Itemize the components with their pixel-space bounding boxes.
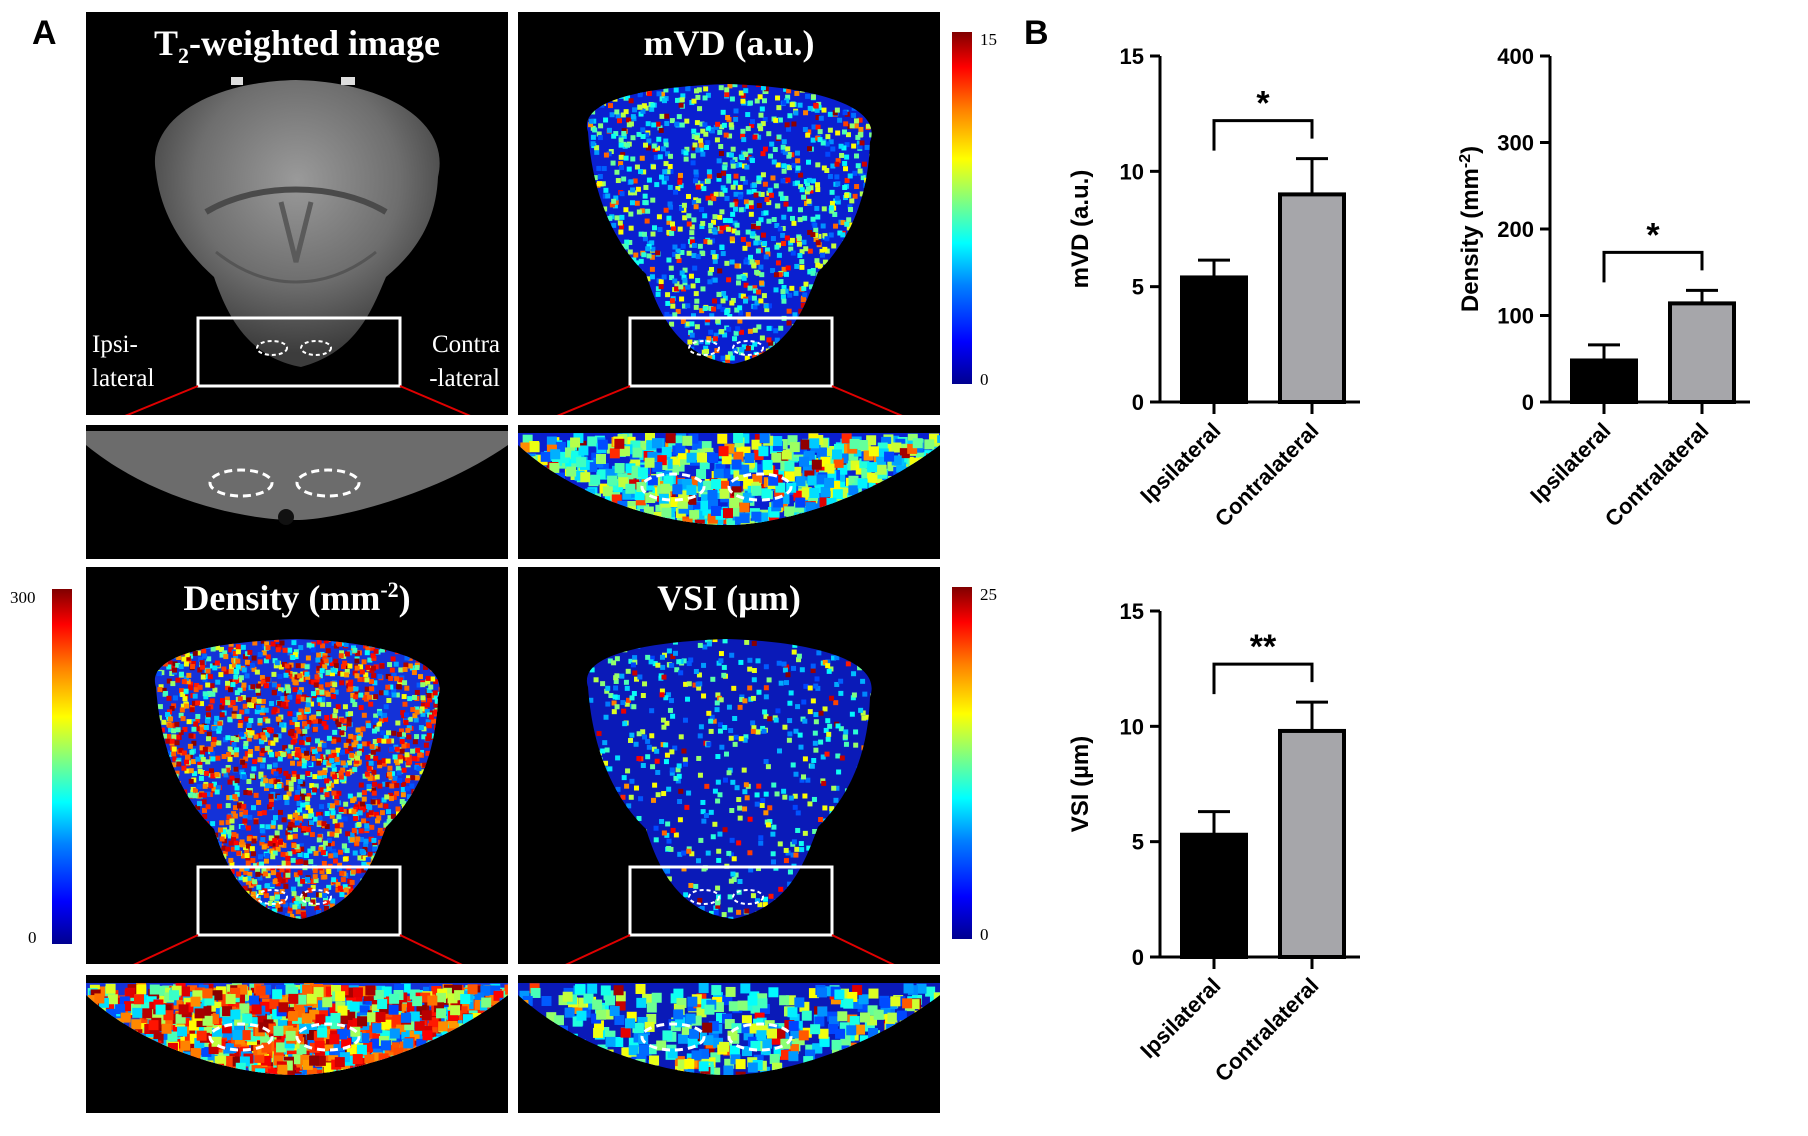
y-tick-label: 0 — [1132, 390, 1144, 415]
vsi-map-title: VSI (µm) — [657, 578, 801, 618]
density-map-title: Density (mm-2) — [183, 577, 411, 618]
vsi-colorbar — [952, 587, 972, 939]
x-tick-label: Ipsilateral — [1525, 418, 1615, 508]
panel-label-b: B — [1024, 14, 1049, 52]
y-tick-label: 10 — [1120, 159, 1144, 184]
y-tick-label: 15 — [1120, 599, 1144, 624]
panel-label-a: A — [32, 14, 57, 52]
y-tick-label: 0 — [1132, 945, 1144, 970]
density-zoom-inset — [86, 975, 508, 1113]
bar-ipsilateral — [1180, 275, 1248, 404]
significance-marker: * — [1646, 216, 1660, 254]
y-tick-label: 10 — [1120, 714, 1144, 739]
density-colorbar-max: 300 — [10, 588, 36, 607]
mvd-colorbar-max: 15 — [980, 30, 997, 49]
x-tick-label: Ipsilateral — [1135, 973, 1225, 1063]
y-tick-label: 15 — [1120, 44, 1144, 69]
mvd-colorbar — [952, 32, 972, 384]
x-tick-label: Contralateral — [1210, 418, 1324, 532]
vsi-colorbar-max: 25 — [980, 585, 997, 604]
significance-marker: * — [1256, 85, 1270, 123]
y-tick-label: 0 — [1522, 390, 1534, 415]
y-tick-label: 5 — [1132, 830, 1144, 855]
mvd-map-image: mVD (a.u.) — [518, 12, 940, 415]
t2-zoom-inset — [86, 425, 508, 559]
contralateral-label: Contra -lateral — [429, 331, 500, 392]
y-tick-label: 400 — [1497, 44, 1534, 69]
x-tick-label: Contralateral — [1600, 418, 1714, 532]
vsi-brain-map — [565, 639, 895, 964]
density-map-image: Density (mm-2) — [86, 567, 508, 964]
density-brain-map — [133, 639, 463, 964]
y-tick-label: 5 — [1132, 275, 1144, 300]
bar-ipsilateral — [1180, 832, 1248, 960]
x-tick-label: Contralateral — [1210, 973, 1324, 1087]
significance-bracket — [1602, 250, 1704, 283]
density-colorbar-min: 0 — [28, 928, 37, 947]
mvd-zoom-inset — [518, 425, 940, 559]
bar-contralateral — [1278, 192, 1346, 404]
significance-marker: ** — [1250, 628, 1277, 666]
y-axis-label: VSI (µm) — [1067, 736, 1094, 833]
vsi-zoom-inset — [518, 975, 940, 1113]
t2-weighted-image: T2-weighted image Ipsi- lateral Contra -… — [86, 12, 508, 415]
y-tick-label: 300 — [1497, 131, 1534, 156]
significance-bracket — [1212, 119, 1314, 151]
bar-contralateral — [1278, 728, 1346, 959]
bar-ipsilateral — [1570, 358, 1638, 405]
t2-brain-slice — [124, 77, 471, 415]
y-axis-label: mVD (a.u.) — [1067, 170, 1094, 289]
x-tick-label: Ipsilateral — [1135, 418, 1225, 508]
mvd-bar-chart: 0 5 10 15 mVD (a.u.) IpsilateralContralateral… — [1067, 44, 1360, 532]
y-tick-label: 200 — [1497, 217, 1534, 242]
density-bar-chart: 0 100 200 300 400 Density (mm-2) IpsilateralCo… — [1457, 44, 1750, 532]
mvd-map-title: mVD (a.u.) — [643, 23, 815, 63]
y-axis-label: Density (mm-2) — [1457, 146, 1485, 312]
y-tick-label: 100 — [1497, 304, 1534, 329]
density-colorbar — [52, 589, 72, 944]
mvd-colorbar-min: 0 — [980, 370, 989, 389]
vsi-colorbar-min: 0 — [980, 925, 989, 944]
bar-contralateral — [1668, 301, 1736, 405]
mvd-brain-map — [556, 84, 903, 415]
ipsilateral-label: Ipsi- lateral — [92, 331, 155, 392]
significance-bracket — [1212, 662, 1314, 695]
t2-image-title: T2-weighted image — [154, 23, 440, 69]
vsi-map-image: VSI (µm) — [518, 567, 940, 964]
